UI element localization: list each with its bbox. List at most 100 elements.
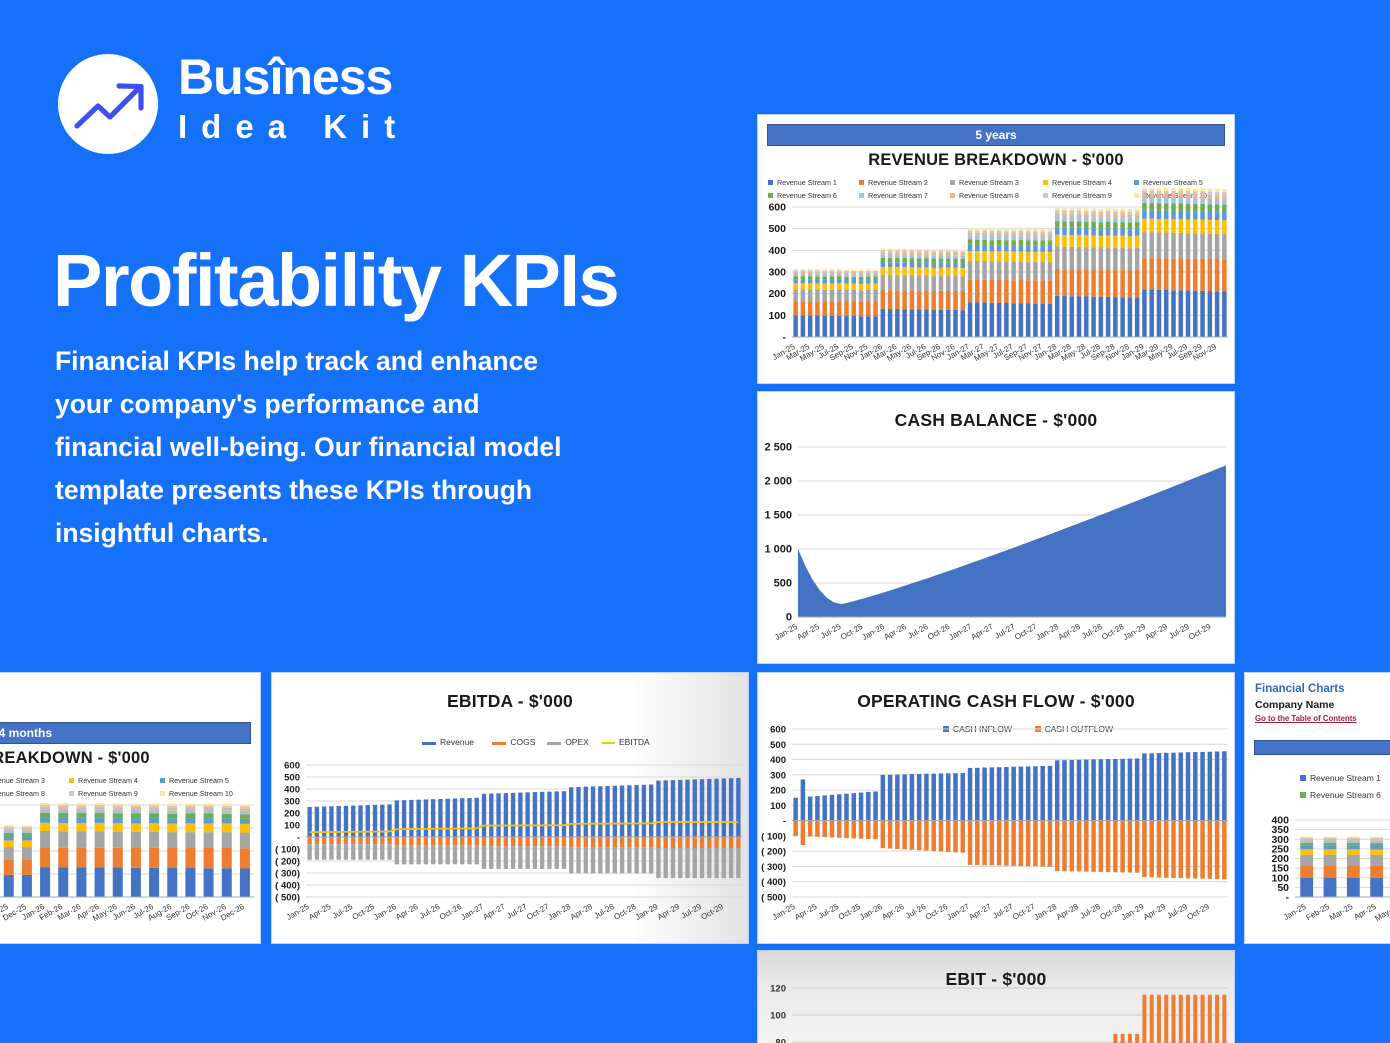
svg-text:Jul-28: Jul-28 xyxy=(1078,902,1102,921)
svg-text:Jan-25: Jan-25 xyxy=(773,622,799,642)
svg-text:500: 500 xyxy=(768,223,786,235)
svg-text:Jan-29: Jan-29 xyxy=(1120,902,1146,922)
svg-text:Apr-26: Apr-26 xyxy=(394,902,420,922)
svg-text:Jan-25: Jan-25 xyxy=(1282,902,1308,922)
svg-text:1 000: 1 000 xyxy=(764,544,792,556)
svg-text:Apr-28: Apr-28 xyxy=(1055,902,1081,922)
svg-text:Apr-27: Apr-27 xyxy=(482,902,508,922)
svg-text:Apr-29: Apr-29 xyxy=(656,902,682,922)
svg-text:300: 300 xyxy=(768,267,786,279)
svg-text:Oct-27: Oct-27 xyxy=(1011,902,1037,922)
svg-text:2 500: 2 500 xyxy=(764,442,792,454)
svg-text:0: 0 xyxy=(786,612,792,624)
svg-text:( 100): ( 100) xyxy=(275,845,300,856)
svg-text:Jan-29: Jan-29 xyxy=(1122,622,1148,642)
svg-text:( 300): ( 300) xyxy=(761,862,786,873)
svg-text:Jul-29: Jul-29 xyxy=(1167,622,1191,641)
svg-text:100: 100 xyxy=(770,1011,786,1022)
svg-text:-: - xyxy=(783,816,786,827)
svg-text:-: - xyxy=(783,332,787,344)
svg-text:( 500): ( 500) xyxy=(275,893,300,904)
svg-text:300: 300 xyxy=(770,770,786,781)
svg-text:Jan-27: Jan-27 xyxy=(945,902,971,922)
svg-text:400: 400 xyxy=(768,245,786,257)
svg-text:Apr-27: Apr-27 xyxy=(970,622,996,642)
svg-text:Apr-28: Apr-28 xyxy=(569,902,595,922)
svg-text:500: 500 xyxy=(774,578,792,590)
svg-text:( 200): ( 200) xyxy=(275,857,300,868)
svg-text:Jul-28: Jul-28 xyxy=(1080,622,1104,641)
svg-text:Apr-26: Apr-26 xyxy=(883,622,909,642)
svg-text:Apr-25: Apr-25 xyxy=(307,902,333,922)
svg-text:Mar-25: Mar-25 xyxy=(1328,902,1355,923)
svg-text:600: 600 xyxy=(768,202,786,214)
svg-text:80: 80 xyxy=(775,1038,786,1043)
svg-text:200: 200 xyxy=(284,809,300,820)
svg-text:Jul-26: Jul-26 xyxy=(904,902,928,921)
svg-text:Oct-25: Oct-25 xyxy=(839,622,865,642)
svg-text:Jul-25: Jul-25 xyxy=(331,902,355,921)
svg-text:Oct-25: Oct-25 xyxy=(837,902,863,922)
svg-text:Oct-26: Oct-26 xyxy=(438,902,464,922)
svg-text:Jul-28: Jul-28 xyxy=(592,902,616,921)
svg-text:1 500: 1 500 xyxy=(764,510,792,522)
svg-text:Feb-25: Feb-25 xyxy=(1305,902,1332,923)
svg-text:400: 400 xyxy=(1271,815,1289,827)
svg-text:Jan-27: Jan-27 xyxy=(459,902,485,922)
svg-text:Jul-26: Jul-26 xyxy=(418,902,442,921)
svg-text:400: 400 xyxy=(284,785,300,796)
svg-text:400: 400 xyxy=(770,755,786,766)
svg-text:-: - xyxy=(297,833,300,844)
svg-text:600: 600 xyxy=(770,725,786,736)
svg-text:Oct-27: Oct-27 xyxy=(525,902,551,922)
svg-text:600: 600 xyxy=(284,761,300,772)
svg-text:Oct-28: Oct-28 xyxy=(1100,622,1126,642)
svg-text:Jul-29: Jul-29 xyxy=(1166,902,1190,921)
svg-text:Oct-27: Oct-27 xyxy=(1013,622,1039,642)
svg-text:Jan-26: Jan-26 xyxy=(858,902,884,922)
svg-text:( 100): ( 100) xyxy=(761,831,786,842)
svg-text:500: 500 xyxy=(284,773,300,784)
svg-text:300: 300 xyxy=(284,797,300,808)
svg-text:Jan-25: Jan-25 xyxy=(285,902,311,922)
svg-text:Apr-29: Apr-29 xyxy=(1142,902,1168,922)
svg-text:200: 200 xyxy=(770,786,786,797)
svg-text:( 300): ( 300) xyxy=(275,869,300,880)
svg-text:Jul-27: Jul-27 xyxy=(993,622,1017,641)
svg-text:Apr-27: Apr-27 xyxy=(968,902,994,922)
svg-text:Apr-28: Apr-28 xyxy=(1057,622,1083,642)
svg-text:May-25: May-25 xyxy=(1373,902,1390,923)
svg-text:Oct-29: Oct-29 xyxy=(700,902,726,922)
svg-text:2 000: 2 000 xyxy=(764,476,792,488)
svg-text:Jul-27: Jul-27 xyxy=(505,902,529,921)
svg-text:Jul-29: Jul-29 xyxy=(680,902,704,921)
svg-text:Jul-26: Jul-26 xyxy=(906,622,930,641)
svg-text:Oct-25: Oct-25 xyxy=(351,902,377,922)
svg-text:Apr-25: Apr-25 xyxy=(793,902,819,922)
svg-text:Jan-28: Jan-28 xyxy=(1033,902,1059,922)
svg-text:( 200): ( 200) xyxy=(761,847,786,858)
svg-text:Oct-26: Oct-26 xyxy=(924,902,950,922)
svg-text:Oct-26: Oct-26 xyxy=(926,622,952,642)
svg-text:Apr-25: Apr-25 xyxy=(795,622,821,642)
svg-text:Apr-26: Apr-26 xyxy=(880,902,906,922)
svg-text:Jan-28: Jan-28 xyxy=(547,902,573,922)
svg-text:Jan-25: Jan-25 xyxy=(771,902,797,922)
svg-text:Oct-28: Oct-28 xyxy=(612,902,638,922)
svg-text:Jan-29: Jan-29 xyxy=(634,902,660,922)
svg-text:( 500): ( 500) xyxy=(761,893,786,904)
svg-text:( 400): ( 400) xyxy=(275,881,300,892)
svg-text:Jan-26: Jan-26 xyxy=(372,902,398,922)
svg-text:Jul-27: Jul-27 xyxy=(991,902,1015,921)
svg-text:Oct-29: Oct-29 xyxy=(1187,622,1213,642)
svg-text:Jul-25: Jul-25 xyxy=(819,622,843,641)
svg-text:( 400): ( 400) xyxy=(761,877,786,888)
svg-text:100: 100 xyxy=(770,801,786,812)
svg-text:Jul-25: Jul-25 xyxy=(817,902,841,921)
svg-text:Jan-27: Jan-27 xyxy=(947,622,973,642)
svg-text:Apr-29: Apr-29 xyxy=(1144,622,1170,642)
svg-text:500: 500 xyxy=(770,740,786,751)
svg-text:Oct-28: Oct-28 xyxy=(1098,902,1124,922)
svg-text:Jan-28: Jan-28 xyxy=(1034,622,1060,642)
svg-text:200: 200 xyxy=(768,288,786,300)
